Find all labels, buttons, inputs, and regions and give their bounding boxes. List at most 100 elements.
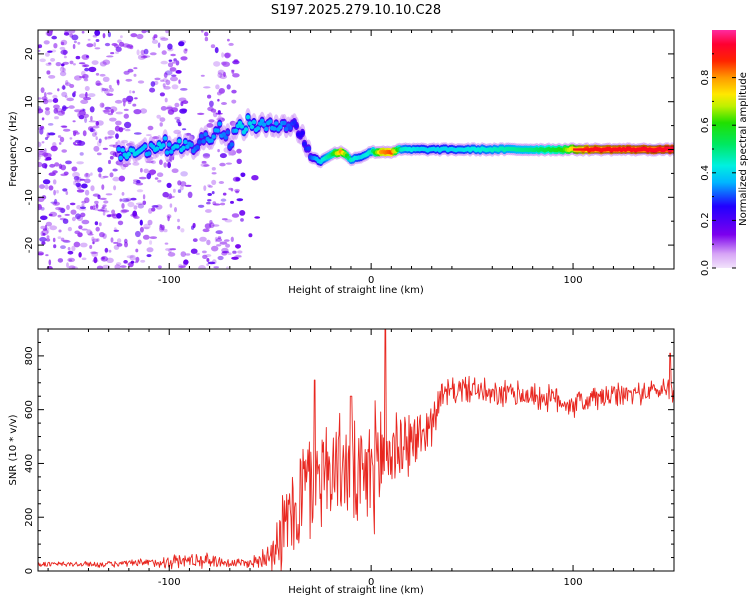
spectrogram-noise-blob bbox=[69, 60, 74, 65]
spectrogram-noise-blob bbox=[192, 238, 198, 243]
spectrogram-x-tick-label: 100 bbox=[564, 275, 583, 286]
colorbar: 0.0 0.2 0.4 0.6 0.8 Normalized spectral ampl… bbox=[700, 30, 749, 276]
spectrogram-noise-blob bbox=[100, 206, 108, 213]
spectrogram-noise-blob bbox=[99, 197, 107, 200]
spectrogram-noise-blob bbox=[104, 106, 111, 110]
spectrogram-noise-blob bbox=[105, 193, 113, 196]
spectrogram-ridge-core bbox=[292, 120, 297, 125]
spectrogram-noise-blob bbox=[211, 179, 217, 185]
spectrogram-noise-blob bbox=[219, 89, 224, 94]
spectrogram-noise-blob bbox=[251, 175, 259, 181]
spectrogram-noise-blob bbox=[100, 255, 109, 262]
snr-y-tick-label: 600 bbox=[24, 400, 35, 419]
spectrogram-noise-blob bbox=[60, 173, 68, 177]
spectrogram-noise-blob bbox=[48, 172, 56, 176]
spectrogram-ridge-core bbox=[169, 149, 174, 154]
spectrogram-ridge-core bbox=[146, 151, 152, 156]
spectrogram-noise-blob bbox=[81, 70, 86, 77]
spectrogram-ridge-core bbox=[249, 124, 255, 130]
spectrogram-noise-blob bbox=[88, 66, 97, 73]
spectrogram-noise-blob bbox=[217, 149, 220, 153]
spectrogram-noise-blob bbox=[90, 185, 95, 192]
spectrogram-ridge-core bbox=[229, 142, 234, 147]
spectrogram-noise-blob bbox=[84, 67, 89, 72]
spectrogram-noise-blob bbox=[126, 255, 134, 259]
spectrogram-noise-blob bbox=[50, 30, 53, 34]
spectrogram-ridge-layer bbox=[115, 108, 674, 169]
spectrogram-noise-blob bbox=[62, 105, 67, 112]
spectrogram-noise-blob bbox=[227, 38, 230, 42]
spectrogram-noise-blob bbox=[91, 238, 99, 243]
spectrogram-noise-blob bbox=[52, 201, 60, 206]
spectrogram-noise-blob bbox=[162, 83, 166, 88]
snr-x-axis-label: Height of straight line (km) bbox=[288, 585, 424, 596]
spectrogram-noise-blob bbox=[87, 38, 91, 41]
spectrogram-noise-blob bbox=[185, 253, 191, 256]
spectrogram-noise-blob bbox=[44, 52, 50, 57]
spectrogram-noise-blob bbox=[159, 224, 165, 231]
spectrogram-noise-blob bbox=[208, 185, 213, 188]
spectrogram-noise-blob bbox=[107, 135, 114, 139]
spectrogram-noise-blob bbox=[166, 182, 172, 188]
spectrogram-ridge-core bbox=[245, 114, 251, 120]
spectrogram-noise-blob bbox=[72, 63, 76, 66]
spectrogram-noise-blob bbox=[206, 239, 211, 246]
spectrogram-noise-blob bbox=[79, 152, 84, 156]
spectrogram-ridge-core bbox=[243, 127, 249, 132]
spectrogram-noise-blob bbox=[76, 161, 84, 165]
spectrogram-noise-blob bbox=[114, 264, 121, 269]
spectrogram-noise-blob bbox=[143, 226, 150, 230]
spectrogram-noise-blob bbox=[232, 250, 237, 254]
spectrogram-noise-blob bbox=[180, 56, 188, 61]
spectrogram-noise-blob bbox=[209, 220, 213, 225]
spectrogram-noise-blob bbox=[135, 256, 140, 263]
spectrogram-ridge-core bbox=[154, 146, 160, 151]
spectrogram-noise-blob bbox=[41, 141, 45, 144]
spectrogram-ridge-core bbox=[156, 141, 162, 147]
spectrogram-ridge-core bbox=[217, 121, 222, 127]
spectrogram-noise-blob bbox=[71, 245, 76, 252]
spectrogram-noise-blob bbox=[159, 117, 166, 122]
spectrogram-noise-blob bbox=[146, 172, 152, 180]
spectrogram-noise-blob bbox=[210, 108, 217, 113]
spectrogram-noise-blob bbox=[170, 53, 176, 57]
spectrogram-noise-blob bbox=[156, 172, 164, 177]
spectrogram-noise-blob bbox=[82, 130, 87, 137]
spectrogram-noise-blob bbox=[44, 109, 51, 116]
snr-x-tick-label: -100 bbox=[158, 577, 181, 588]
spectrogram-noise-blob bbox=[230, 188, 234, 192]
spectrogram-noise-blob bbox=[97, 167, 103, 173]
spectrogram-noise-blob bbox=[62, 67, 66, 73]
spectrogram-noise-blob bbox=[142, 55, 151, 58]
spectrogram-noise-blob bbox=[81, 183, 88, 189]
spectrogram-noise-blob bbox=[104, 42, 111, 47]
spectrogram-noise-blob bbox=[38, 49, 41, 52]
spectrogram-noise-blob bbox=[178, 79, 181, 84]
spectrogram-noise-blob bbox=[99, 102, 105, 108]
spectrogram-noise-blob bbox=[129, 254, 136, 261]
spectrogram-noise-blob bbox=[149, 87, 156, 93]
spectrogram-noise-blob bbox=[180, 88, 188, 91]
spectrogram-noise-blob bbox=[174, 102, 180, 108]
spectrogram-ridge-core bbox=[203, 132, 208, 137]
spectrogram-noise-blob bbox=[47, 50, 53, 53]
spectrogram-noise-blob bbox=[143, 54, 146, 59]
spectrogram-noise-blob bbox=[65, 191, 69, 195]
spectrogram-noise-blob bbox=[232, 60, 240, 65]
spectrogram-noise-blob bbox=[62, 188, 68, 192]
spectrogram-noise-blob bbox=[206, 263, 210, 266]
spectrogram-noise-blob bbox=[72, 44, 76, 49]
spectrogram-noise-blob bbox=[102, 59, 111, 65]
spectrogram-noise-blob bbox=[114, 99, 123, 104]
spectrogram-noise-blob bbox=[231, 89, 237, 94]
spectrogram-noise-blob bbox=[132, 210, 137, 217]
spectrogram-noise-blob bbox=[213, 61, 221, 67]
spectrogram-noise-blob bbox=[95, 121, 100, 126]
spectrogram-noise-blob bbox=[82, 74, 89, 78]
spectrogram-noise-blob bbox=[97, 209, 105, 212]
snr-y-axis-label: SNR (10 * v/v) bbox=[8, 414, 19, 485]
spectrogram-noise-blob bbox=[217, 72, 223, 78]
spectrogram-noise-blob bbox=[118, 175, 126, 182]
spectrogram-noise-blob bbox=[90, 251, 97, 255]
